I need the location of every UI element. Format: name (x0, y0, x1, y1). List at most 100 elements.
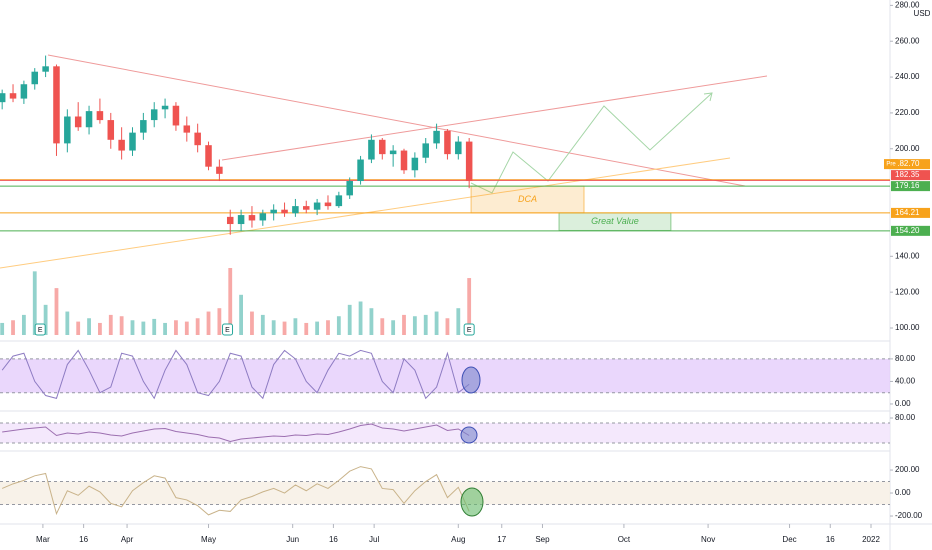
volume-bar (391, 320, 396, 335)
candle-body (205, 145, 212, 167)
volume-bar (184, 321, 189, 335)
candle-body (0, 93, 6, 103)
y-tick-label: 200.00 (895, 465, 920, 474)
y-tick-label: 100.00 (895, 323, 920, 332)
volume-bar (315, 321, 320, 335)
pre-tag (884, 159, 898, 170)
highlight (461, 366, 481, 394)
y-tick-label: -200.00 (895, 511, 923, 520)
volume-bar (369, 308, 374, 335)
candle-body (183, 125, 191, 133)
candle-body (31, 71, 39, 85)
volume-bar (293, 318, 298, 335)
volume-bar (0, 322, 5, 335)
candle-body (465, 141, 473, 182)
earnings-label: E (225, 327, 230, 334)
candle-body (357, 159, 364, 182)
candle-body (9, 93, 17, 99)
x-tick-label: 16 (329, 535, 338, 544)
candle-body (237, 215, 245, 225)
candle-body (172, 105, 180, 126)
candle-body (150, 109, 158, 121)
y-tick-label: 0.00 (895, 399, 911, 408)
volume-bar (228, 268, 233, 335)
projection-path (470, 92, 713, 194)
y-tick-label: 120.00 (895, 287, 920, 296)
highlight (460, 487, 484, 517)
volume-bar (141, 321, 146, 335)
highlight (460, 426, 478, 444)
x-tick-label: Jun (286, 535, 299, 544)
candle-body (335, 195, 343, 207)
y-tick-label: 240.00 (895, 72, 920, 81)
candle-body (259, 213, 267, 221)
candle-body (140, 120, 147, 133)
y-tick-label: 80.00 (895, 354, 916, 363)
volume-bar (11, 320, 15, 335)
candle-body (281, 209, 288, 214)
x-tick-label: 16 (79, 535, 88, 544)
volume-bar (174, 320, 178, 335)
candle-body (74, 116, 82, 128)
y-tick-label: 40.00 (895, 377, 916, 386)
earnings-label: E (38, 327, 43, 334)
candle-body (226, 216, 234, 225)
level-tag (891, 181, 930, 192)
candle-body (433, 130, 440, 144)
level-tag (891, 207, 930, 218)
zone (470, 185, 585, 214)
level-label: 182.35 (895, 170, 920, 179)
candle-body (248, 215, 256, 221)
pre-label: Pre (886, 162, 896, 168)
trend-line (47, 54, 746, 187)
volume-bar (217, 308, 222, 335)
indicator-band (0, 423, 890, 443)
x-tick-label: Apr (121, 535, 134, 544)
volume-bar (87, 318, 91, 335)
y-tick-label: 80.00 (895, 413, 916, 422)
indicator-line (1, 466, 470, 516)
candle-body (53, 66, 60, 144)
volume-bar (271, 320, 276, 335)
volume-bar (195, 318, 200, 335)
y-tick-label: 200.00 (895, 144, 920, 153)
volume-bar (380, 318, 385, 335)
volume-bar (152, 318, 157, 335)
candle-body (379, 139, 386, 155)
x-tick-label: Oct (618, 535, 631, 544)
volume-bar (98, 322, 102, 335)
volume-bar (445, 318, 450, 335)
volume-bar (65, 311, 70, 335)
candle-body (400, 150, 408, 171)
level-label: 182.70 (895, 159, 920, 168)
zone-label: Great Value (591, 216, 639, 226)
candle-body (64, 116, 71, 144)
volume-bar (304, 322, 309, 335)
candle-body (129, 132, 136, 151)
volume-bar (412, 316, 417, 335)
candle-body (96, 111, 104, 121)
x-tick-label: Sep (535, 535, 550, 544)
candle-body (444, 130, 451, 155)
earnings-marker (463, 323, 475, 336)
candle-body (313, 202, 321, 210)
x-tick-label: May (201, 535, 216, 544)
volume-bar (206, 311, 211, 335)
volume-bar (456, 308, 461, 335)
candle-body (85, 111, 93, 128)
volume-bar (76, 321, 81, 335)
candle-body (270, 209, 277, 214)
volume-bar (347, 304, 352, 335)
volume-bar (434, 311, 439, 335)
x-tick-label: 16 (826, 535, 835, 544)
zone-label: DCA (518, 194, 537, 204)
volume-bar (358, 301, 363, 335)
volume-bar (239, 294, 243, 335)
candle-body (455, 141, 462, 155)
level-tag (891, 225, 930, 236)
y-tick-label: 220.00 (895, 108, 920, 117)
volume-bar (130, 320, 135, 335)
projection-arrow (703, 92, 713, 102)
x-tick-label: Nov (701, 535, 715, 544)
candle-body (368, 139, 375, 160)
